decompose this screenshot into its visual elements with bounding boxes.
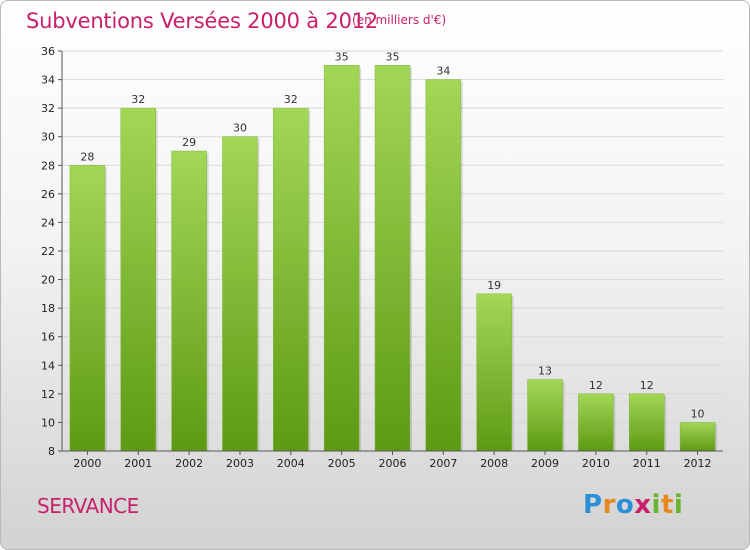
chart-title: Subventions Versées 2000 à 2012: [26, 9, 379, 33]
y-tick-label: 30: [41, 131, 55, 144]
y-tick-label: 16: [41, 331, 55, 344]
x-tick-label: 2009: [531, 457, 559, 470]
y-tick-label: 20: [41, 274, 55, 287]
bar-2011: [628, 393, 665, 452]
x-tick-label: 2003: [226, 457, 254, 470]
x-tick-label: 2005: [328, 457, 356, 470]
bar-2010: [578, 393, 614, 452]
bar-value-label: 32: [131, 93, 145, 106]
y-tick-label: 8: [48, 445, 55, 458]
y-tick-label: 12: [41, 388, 55, 401]
x-tick-label: 2004: [277, 457, 305, 470]
x-tick-label: 2012: [684, 457, 712, 470]
axes: 8 10 12 14 16 18 20 22 24 26 28 30 32 34 36 2000 2001 200…: [41, 45, 723, 470]
bar-2012: [679, 422, 716, 452]
bar-value-label: 12: [589, 379, 603, 392]
logo-letter: x: [634, 490, 652, 520]
proxiti-logo[interactable]: Proxiti: [583, 490, 683, 520]
logo-letter: P: [583, 490, 603, 520]
x-tick-label: 2007: [429, 457, 457, 470]
bar-2007: [425, 79, 462, 452]
bar-2006: [374, 65, 411, 452]
bar-2004: [273, 107, 309, 452]
bar-value-label: 28: [80, 150, 94, 163]
logo-letter: o: [615, 490, 635, 520]
bar-value-label: 13: [538, 365, 552, 378]
bar-value-label: 35: [386, 50, 400, 63]
bar-2005: [323, 65, 360, 452]
bar-2002: [171, 150, 207, 452]
y-tick-label: 34: [41, 74, 55, 87]
y-tick-label: 22: [41, 245, 55, 258]
x-tick-label: 2002: [175, 457, 203, 470]
bar-2001: [120, 107, 157, 452]
bars: 28 32 29 30 32 35 35 34 19 13 12 12 10: [69, 50, 718, 452]
x-tick-label: 2006: [379, 457, 407, 470]
commune-name: SERVANCE: [37, 494, 139, 518]
bar-2008: [476, 293, 512, 452]
logo-letter: r: [602, 490, 616, 520]
y-tick-label: 24: [41, 216, 55, 229]
bar-value-label: 34: [436, 65, 450, 78]
y-tick-label: 32: [41, 102, 55, 115]
y-tick-label: 10: [41, 416, 55, 429]
x-tick-label: 2011: [633, 457, 661, 470]
bar-2000: [69, 165, 106, 452]
x-tick-label: 2008: [480, 457, 508, 470]
y-tick-label: 28: [41, 159, 55, 172]
logo-letter: t: [660, 490, 674, 520]
logo-letter: i: [673, 490, 684, 520]
bar-value-label: 32: [284, 93, 298, 106]
logo-letter: i: [651, 490, 661, 520]
chart-unit: (en milliers d'€): [352, 13, 447, 27]
bar-value-label: 35: [335, 50, 349, 63]
bar-value-label: 10: [691, 407, 705, 420]
y-tick-label: 18: [41, 302, 55, 315]
bar-value-label: 19: [487, 279, 501, 292]
bar-2003: [222, 136, 258, 452]
x-tick-label: 2010: [582, 457, 610, 470]
y-tick-label: 26: [41, 188, 55, 201]
x-tick-label: 2000: [73, 457, 101, 470]
bar-value-label: 12: [640, 379, 654, 392]
y-tick-label: 14: [41, 359, 55, 372]
y-tick-label: 36: [41, 45, 55, 58]
bar-value-label: 30: [233, 122, 247, 135]
x-tick-label: 2001: [124, 457, 152, 470]
bar-2009: [527, 379, 563, 452]
bar-value-label: 29: [182, 136, 196, 149]
